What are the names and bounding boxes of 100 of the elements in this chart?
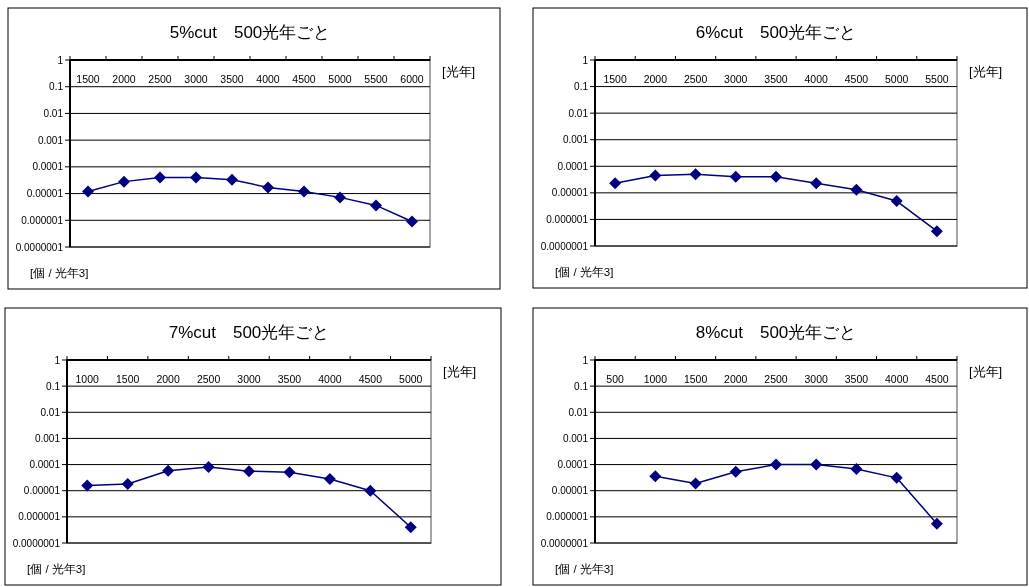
point <box>370 199 382 212</box>
y-tick-label: 0.01 <box>43 107 64 119</box>
y-tick-label: 0.000001 <box>546 213 589 225</box>
point <box>364 484 377 497</box>
x-tick-label: 3000 <box>724 73 748 85</box>
point <box>729 465 742 478</box>
y-tick-label: 0.0001 <box>557 160 589 172</box>
point <box>890 195 903 208</box>
x-tick-label: 2000 <box>643 73 668 85</box>
y-tick-label: 0.01 <box>568 406 589 418</box>
y-tick-label: 0.0001 <box>29 459 61 471</box>
y-tick-label: 1 <box>582 354 589 366</box>
point <box>118 175 130 188</box>
point <box>323 473 336 486</box>
x-tick-label: 4000 <box>318 373 342 385</box>
point <box>930 225 943 238</box>
point <box>810 177 823 190</box>
point <box>202 460 215 473</box>
point <box>649 169 662 182</box>
x-tick-label: 2500 <box>196 373 221 385</box>
point <box>689 168 702 181</box>
x-tick-label: 3500 <box>220 73 244 85</box>
x-tick-label: 3000 <box>237 373 261 385</box>
x-tick-label: 2000 <box>724 373 748 385</box>
x-tick-label: 4500 <box>925 373 949 385</box>
y-tick-label: 1 <box>582 54 589 66</box>
y-tick-label: 0.000001 <box>546 511 589 523</box>
y-tick-label: 0.0000001 <box>15 241 64 253</box>
point <box>82 185 94 198</box>
point <box>850 183 863 196</box>
x-tick-label: 5000 <box>399 373 423 385</box>
x-tick-label: 3500 <box>844 373 869 385</box>
y-axis-title: [個 / 光年3] <box>555 266 614 278</box>
y-tick-label: 0.00001 <box>26 188 64 200</box>
point <box>406 215 418 228</box>
y-tick-label: 0.1 <box>574 81 589 93</box>
x-tick-label: 5000 <box>328 73 352 85</box>
x-tick-label: 1500 <box>115 373 140 385</box>
y-tick-label: 0.0001 <box>32 161 64 173</box>
y-tick-label: 0.0000001 <box>540 240 589 252</box>
y-tick-label: 0.01 <box>40 406 61 418</box>
x-tick-label: 5500 <box>364 73 388 85</box>
chart-title: 6%cut 500光年ごと <box>695 23 857 42</box>
point <box>770 458 782 471</box>
point <box>81 479 94 492</box>
point <box>226 173 238 186</box>
point <box>283 466 296 479</box>
point <box>121 478 134 491</box>
y-tick-label: 0.1 <box>574 380 589 392</box>
x-tick-label: 4500 <box>358 373 383 385</box>
y-tick-label: 0.000001 <box>21 214 64 226</box>
point <box>154 171 166 184</box>
point <box>243 465 255 478</box>
y-tick-label: 0.00001 <box>23 485 61 497</box>
point <box>850 462 863 475</box>
point <box>609 177 622 190</box>
x-tick-label: 3500 <box>764 73 788 85</box>
chart-title: 8%cut 500光年ごと <box>695 323 857 342</box>
y-tick-label: 0.1 <box>46 380 61 392</box>
x-axis-title: [光年] <box>969 64 1003 79</box>
y-tick-label: 0.0001 <box>557 459 589 471</box>
y-tick-label: 0.1 <box>49 81 64 93</box>
point <box>649 470 662 483</box>
x-tick-label: 2500 <box>148 73 172 85</box>
x-tick-label: 1000 <box>643 373 668 385</box>
point <box>810 458 823 471</box>
x-tick-label: 2000 <box>156 373 180 385</box>
y-tick-label: 0.00001 <box>551 187 589 199</box>
chart-title: 5%cut 500光年ごと <box>169 23 331 42</box>
x-tick-label: 6000 <box>400 73 424 85</box>
x-tick-label: 4000 <box>804 73 829 85</box>
x-tick-label: 1500 <box>76 73 100 85</box>
y-tick-label: 1 <box>54 354 61 366</box>
x-tick-label: 1500 <box>603 73 627 85</box>
y-tick-label: 0.01 <box>568 107 589 119</box>
x-tick-label: 3000 <box>184 73 208 85</box>
point <box>162 464 175 477</box>
x-tick-label: 500 <box>606 373 625 385</box>
x-tick-label: 2500 <box>683 73 708 85</box>
x-tick-label: 4500 <box>292 73 316 85</box>
x-tick-label: 1000 <box>75 373 100 385</box>
point <box>262 181 274 194</box>
y-tick-label: 0.0000001 <box>540 537 589 549</box>
y-tick-label: 0.001 <box>34 432 61 444</box>
y-tick-label: 1 <box>57 54 64 66</box>
point <box>890 471 903 484</box>
point <box>729 170 742 183</box>
x-tick-label: 2000 <box>112 73 136 85</box>
x-tick-label: 5000 <box>884 73 909 85</box>
y-axis-title: [個 / 光年3] <box>555 563 614 575</box>
point <box>404 521 417 534</box>
y-axis-title: [個 / 光年3] <box>30 267 89 279</box>
x-tick-label: 3500 <box>277 373 302 385</box>
y-axis-title: [個 / 光年3] <box>27 563 86 575</box>
y-tick-label: 0.00001 <box>551 485 589 497</box>
point <box>334 191 346 204</box>
x-axis-title: [光年] <box>442 64 476 79</box>
y-tick-label: 0.001 <box>562 432 589 444</box>
x-axis-title: [光年] <box>969 364 1003 379</box>
point <box>770 170 782 183</box>
